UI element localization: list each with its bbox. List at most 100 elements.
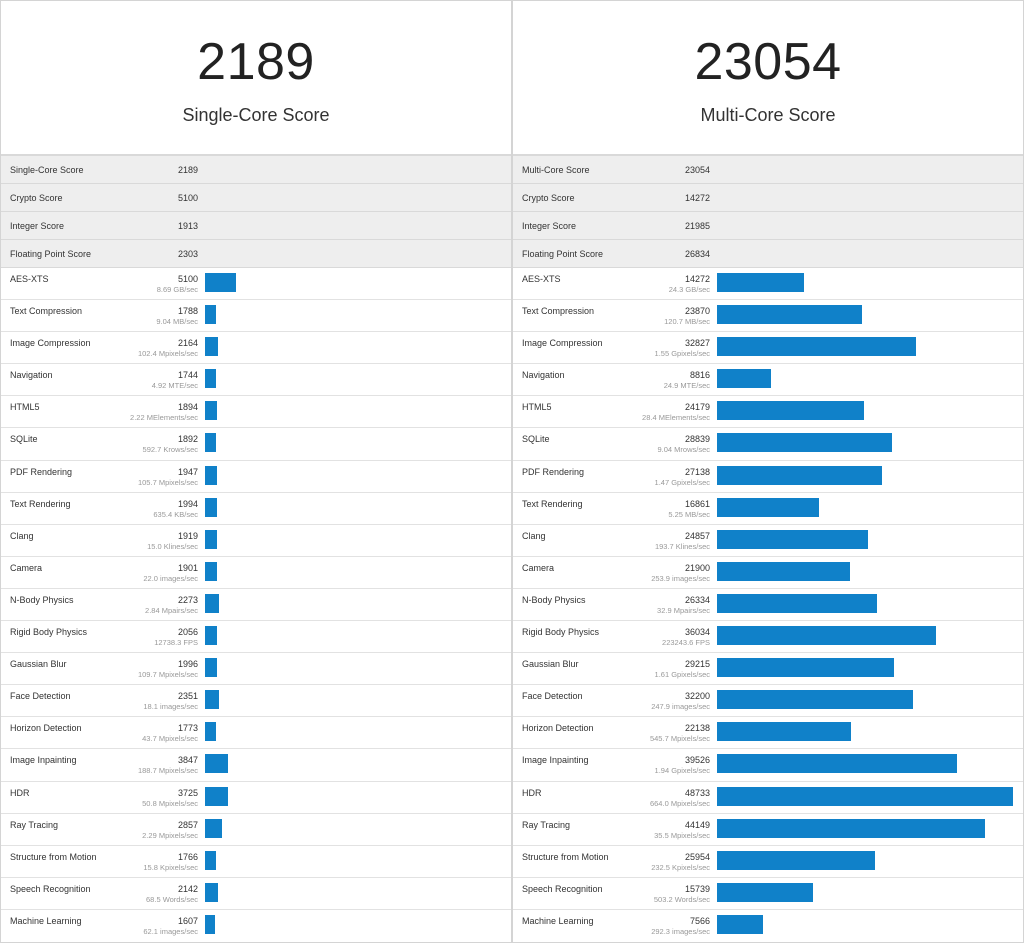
workload-name: Image Inpainting [10, 755, 77, 766]
workload-row: Speech Recognition 2142 68.5 Words/sec [1, 878, 511, 910]
workload-row: Image Compression 2164 102.4 Mpixels/sec [1, 332, 511, 365]
workload-name: Structure from Motion [10, 851, 97, 862]
workload-rate: 545.7 Mpixels/sec [649, 734, 710, 744]
workload-rate: 9.04 MB/sec [156, 317, 198, 327]
workload-row: Ray Tracing 44149 35.5 Mpixels/sec [513, 814, 1023, 846]
workload-row: N-Body Physics 26334 32.9 Mpairs/sec [513, 589, 1023, 622]
workload-row: Navigation 1744 4.92 MTE/sec [1, 364, 511, 397]
workload-score: 1892 [177, 434, 198, 445]
summary-value: 2303 [177, 248, 198, 259]
multi-core-header: 23054 Multi-Core Score [513, 1, 1023, 156]
workload-name: Rigid Body Physics [522, 627, 600, 638]
workload-name: Image Compression [10, 338, 91, 349]
workload-score: 2351 [177, 691, 198, 702]
summary-value: 23054 [684, 164, 710, 175]
workload-score: 39526 [684, 755, 710, 766]
workload-rate: 35.5 Mpixels/sec [654, 830, 710, 840]
workload-score: 5100 [177, 274, 198, 284]
workload-row: Text Compression 1788 9.04 MB/sec [1, 300, 511, 333]
workload-bar [205, 337, 218, 357]
summary-name: Floating Point Score [10, 248, 92, 259]
workload-score: 24179 [684, 402, 710, 413]
workload-score: 2142 [177, 883, 198, 894]
workload-name: Speech Recognition [10, 883, 91, 894]
workload-rate: 1.94 Gpixels/sec [654, 766, 710, 776]
workload-row: PDF Rendering 1947 105.7 Mpixels/sec [1, 461, 511, 493]
workload-name: N-Body Physics [10, 594, 74, 605]
workload-rate: 24.3 GB/sec [668, 285, 710, 294]
multi-core-score-label: Multi-Core Score [700, 105, 836, 125]
workload-score: 1994 [177, 498, 198, 509]
workload-name: Image Inpainting [522, 755, 589, 766]
workload-rate: 503.2 Words/sec [653, 894, 710, 904]
workload-name: N-Body Physics [522, 594, 586, 605]
multi-core-summary: Multi-Core Score 23054 Crypto Score 14272 In… [513, 156, 1023, 268]
workload-name: HTML5 [522, 402, 552, 413]
workload-score: 23870 [684, 306, 710, 317]
multi-core-workloads: AES-XTS 14272 24.3 GB/sec Text Compression 2… [513, 268, 1023, 942]
workload-row: PDF Rendering 27138 1.47 Gpixels/sec [513, 461, 1023, 493]
workload-row: Clang 1919 15.0 Klines/sec [1, 525, 511, 557]
workload-name: Gaussian Blur [522, 659, 579, 670]
workload-bar [717, 273, 804, 292]
workload-bar [205, 433, 216, 453]
workload-score: 22138 [684, 723, 710, 734]
workload-name: Face Detection [522, 691, 583, 702]
workload-bar [205, 626, 217, 646]
summary-name: Floating Point Score [522, 248, 604, 259]
workload-bar [717, 593, 877, 613]
summary-value: 21985 [684, 220, 710, 231]
summary-name: Multi-Core Score [522, 164, 590, 175]
single-core-workloads: AES-XTS 5100 8.69 GB/sec Text Compression 17… [1, 268, 511, 942]
workload-score: 14272 [684, 274, 710, 284]
workload-name: HDR [522, 787, 542, 798]
workload-name: Text Compression [10, 306, 83, 317]
workload-name: PDF Rendering [10, 466, 73, 477]
workload-rate: 18.1 images/sec [143, 702, 198, 712]
workload-rate: 223243.6 FPS [662, 638, 710, 648]
workload-rate: 28.4 MElements/sec [642, 413, 710, 423]
workload-row: AES-XTS 5100 8.69 GB/sec [1, 268, 511, 301]
workload-score: 2056 [177, 627, 198, 638]
single-core-score-label: Single-Core Score [182, 105, 330, 125]
summary-name: Crypto Score [10, 192, 63, 203]
workload-row: Camera 21900 253.9 images/sec [513, 557, 1023, 589]
workload-bar [205, 369, 216, 389]
multi-core-score-value: 23054 [694, 33, 842, 91]
workload-name: PDF Rendering [522, 466, 585, 477]
workload-name: Text Compression [522, 306, 595, 317]
workload-row: AES-XTS 14272 24.3 GB/sec [513, 268, 1023, 301]
workload-bar [717, 465, 882, 485]
workload-row: Structure from Motion 25954 232.5 Kpixels/… [513, 846, 1023, 878]
workload-name: Camera [10, 562, 43, 573]
summary-name: Single-Core Score [10, 164, 84, 175]
workload-bar [205, 786, 228, 806]
workload-score: 24857 [684, 530, 710, 541]
workload-name: Clang [522, 530, 546, 541]
workload-score: 25954 [684, 851, 710, 862]
workload-rate: 232.5 Kpixels/sec [651, 862, 710, 872]
workload-rate: 2.84 Mpairs/sec [145, 605, 198, 615]
workload-row: SQLite 28839 9.04 Mrows/sec [513, 428, 1023, 461]
workload-score: 3725 [177, 787, 198, 798]
workload-score: 1766 [177, 851, 198, 862]
workload-score: 1773 [177, 723, 198, 734]
summary-row: Integer Score 1913 [1, 212, 511, 240]
workload-row: HDR 3725 50.8 Mpixels/sec [1, 782, 511, 814]
workload-rate: 635.4 KB/sec [153, 509, 198, 519]
workload-name: Ray Tracing [522, 819, 571, 830]
workload-bar [717, 337, 916, 357]
workload-name: AES-XTS [522, 274, 561, 284]
summary-value: 2189 [177, 164, 198, 175]
workload-bar [205, 529, 217, 549]
workload-bar [717, 818, 985, 838]
workload-bar [205, 593, 219, 613]
summary-row: Single-Core Score 2189 [1, 156, 511, 184]
workload-score: 15739 [684, 883, 710, 894]
workload-rate: 664.0 Mpixels/sec [649, 798, 710, 808]
workload-rate: 22.0 images/sec [143, 573, 198, 583]
workload-score: 1788 [177, 306, 198, 317]
workload-bar [717, 690, 913, 710]
workload-score: 2164 [177, 338, 198, 349]
workload-rate: 24.9 MTE/sec [663, 381, 710, 391]
